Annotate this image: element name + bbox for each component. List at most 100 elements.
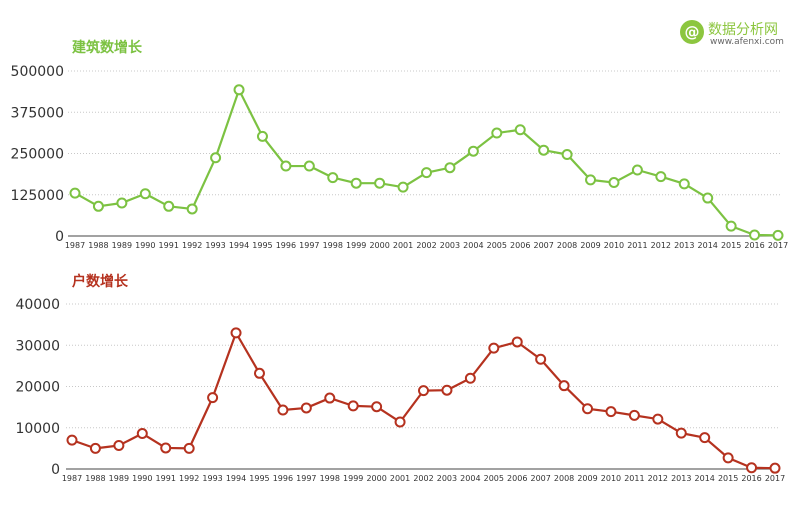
y-tick-label: 0 [55, 229, 64, 245]
data-point [722, 452, 734, 464]
y-tick-label: 375000 [11, 105, 64, 121]
x-tick-label: 2009 [580, 241, 600, 250]
data-point [186, 203, 198, 215]
data-point [233, 84, 245, 96]
data-point [605, 406, 617, 418]
x-tick-label: 2010 [604, 241, 624, 250]
x-tick-label: 2002 [416, 241, 436, 250]
y-tick-label: 10000 [15, 421, 60, 437]
x-tick-label: 2000 [369, 241, 389, 250]
data-point [253, 367, 265, 379]
y-tick-label: 125000 [11, 188, 64, 204]
building-count-chart: 建筑数增长 0 125000 250000 375000 500000 1987 1988 19… [11, 39, 789, 250]
x-tick-label: 2008 [557, 241, 577, 250]
data-point [655, 171, 667, 183]
y-tick-label: 250000 [11, 147, 64, 163]
data-point [535, 353, 547, 365]
data-point [702, 192, 714, 204]
x-tick-label: 2000 [366, 474, 386, 483]
data-point [230, 327, 242, 339]
data-point [303, 160, 315, 172]
chart-title: 建筑数增长 [72, 39, 143, 56]
data-point [582, 403, 594, 415]
x-tick-label: 2005 [487, 241, 507, 250]
x-tick-label: 1991 [159, 241, 179, 250]
x-tick-label: 2017 [765, 474, 785, 483]
x-tick-label: 2014 [698, 241, 718, 250]
chart-title: 户数增长 [72, 273, 129, 290]
data-point [163, 200, 175, 212]
x-tick-label: 2002 [413, 474, 433, 483]
data-point [69, 187, 81, 199]
data-point [397, 181, 409, 193]
data-point [421, 167, 432, 179]
data-point [210, 152, 222, 164]
data-point [511, 336, 523, 348]
logo-url: www.afenxi.com [710, 37, 784, 47]
data-point [89, 442, 101, 454]
data-point [538, 144, 550, 156]
x-tick-label: 2006 [507, 474, 527, 483]
data-point [277, 404, 289, 416]
x-tick-label: 2016 [744, 241, 764, 250]
x-tick-label: 1989 [109, 474, 129, 483]
x-tick-label: 2001 [393, 241, 413, 250]
data-point [467, 145, 479, 157]
x-tick-label: 1987 [62, 474, 82, 483]
data-point [772, 229, 784, 241]
x-tick-label: 2004 [463, 241, 483, 250]
x-tick-label: 2010 [601, 474, 621, 483]
x-tick-label: 2012 [651, 241, 671, 250]
x-tick-label: 2011 [627, 241, 647, 250]
logo-badge-icon: @ [680, 20, 704, 44]
x-tick-label: 2017 [768, 241, 788, 250]
y-tick-label: 40000 [15, 297, 60, 313]
data-point [207, 392, 219, 404]
x-tick-label: 2006 [510, 241, 530, 250]
x-tick-label: 1999 [346, 241, 366, 250]
x-tick-label: 1991 [156, 474, 176, 483]
y-tick-label: 500000 [11, 64, 64, 80]
y-tick-label: 0 [51, 462, 60, 478]
series-line [71, 331, 776, 470]
data-point [300, 402, 312, 414]
data-point [136, 428, 148, 440]
logo-name: 数据分析网 [708, 22, 778, 38]
data-point [558, 380, 570, 392]
x-tick-label: 2005 [484, 474, 504, 483]
data-point [585, 174, 597, 186]
x-tick-label: 2013 [674, 241, 694, 250]
x-tick-label: 1996 [273, 474, 293, 483]
data-point [631, 164, 643, 176]
data-point [113, 439, 125, 451]
x-tick-label: 1993 [202, 474, 222, 483]
data-point [441, 384, 453, 396]
x-tick-label: 2013 [671, 474, 691, 483]
data-point [116, 197, 128, 209]
data-point [280, 160, 292, 172]
data-point [699, 432, 711, 444]
y-tick-label: 20000 [15, 380, 60, 396]
x-tick-label: 1992 [179, 474, 199, 483]
data-point [746, 462, 758, 474]
afenxi-logo: @ 数据分析网 www.afenxi.com [680, 18, 790, 50]
data-point [769, 462, 781, 474]
x-tick-label: 2016 [741, 474, 761, 483]
data-point [160, 442, 172, 454]
x-tick-label: 1999 [343, 474, 363, 483]
y-tick-label: 30000 [15, 338, 60, 354]
data-point [418, 385, 429, 397]
x-tick-label: 2008 [554, 474, 574, 483]
x-tick-label: 1989 [112, 241, 132, 250]
series-line [74, 88, 779, 237]
x-tick-label: 1994 [226, 474, 246, 483]
data-point [256, 130, 268, 142]
data-point [608, 177, 620, 189]
data-point [324, 392, 336, 404]
x-tick-label: 2015 [721, 241, 741, 250]
x-tick-label: 1998 [320, 474, 340, 483]
x-tick-label: 2003 [440, 241, 460, 250]
x-tick-label: 2001 [390, 474, 410, 483]
data-point [514, 124, 526, 136]
